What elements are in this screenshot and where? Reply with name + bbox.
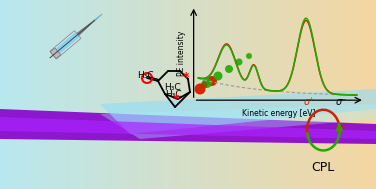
Polygon shape xyxy=(0,109,376,144)
Text: H₃C: H₃C xyxy=(137,70,154,80)
Text: *: * xyxy=(173,92,179,105)
Circle shape xyxy=(225,65,233,73)
Text: PE intensity: PE intensity xyxy=(177,30,186,76)
Circle shape xyxy=(202,78,212,88)
Polygon shape xyxy=(77,23,92,36)
Polygon shape xyxy=(100,89,376,134)
Circle shape xyxy=(214,71,223,81)
Text: σ⁺: σ⁺ xyxy=(304,97,315,107)
Circle shape xyxy=(200,81,208,88)
Polygon shape xyxy=(50,48,61,59)
Text: H₃C: H₃C xyxy=(164,83,180,92)
Polygon shape xyxy=(50,31,81,59)
Polygon shape xyxy=(100,104,376,139)
Circle shape xyxy=(246,53,252,59)
Text: CPL: CPL xyxy=(312,161,335,174)
Text: H₃C: H₃C xyxy=(165,90,181,99)
Text: Kinetic energy [eV]: Kinetic energy [eV] xyxy=(243,109,316,118)
Circle shape xyxy=(235,59,243,66)
Polygon shape xyxy=(54,32,80,55)
Circle shape xyxy=(194,84,206,94)
Polygon shape xyxy=(91,14,103,24)
Circle shape xyxy=(207,76,217,86)
Text: *: * xyxy=(183,70,189,84)
Text: σ⁻: σ⁻ xyxy=(336,97,347,107)
Polygon shape xyxy=(0,117,376,139)
